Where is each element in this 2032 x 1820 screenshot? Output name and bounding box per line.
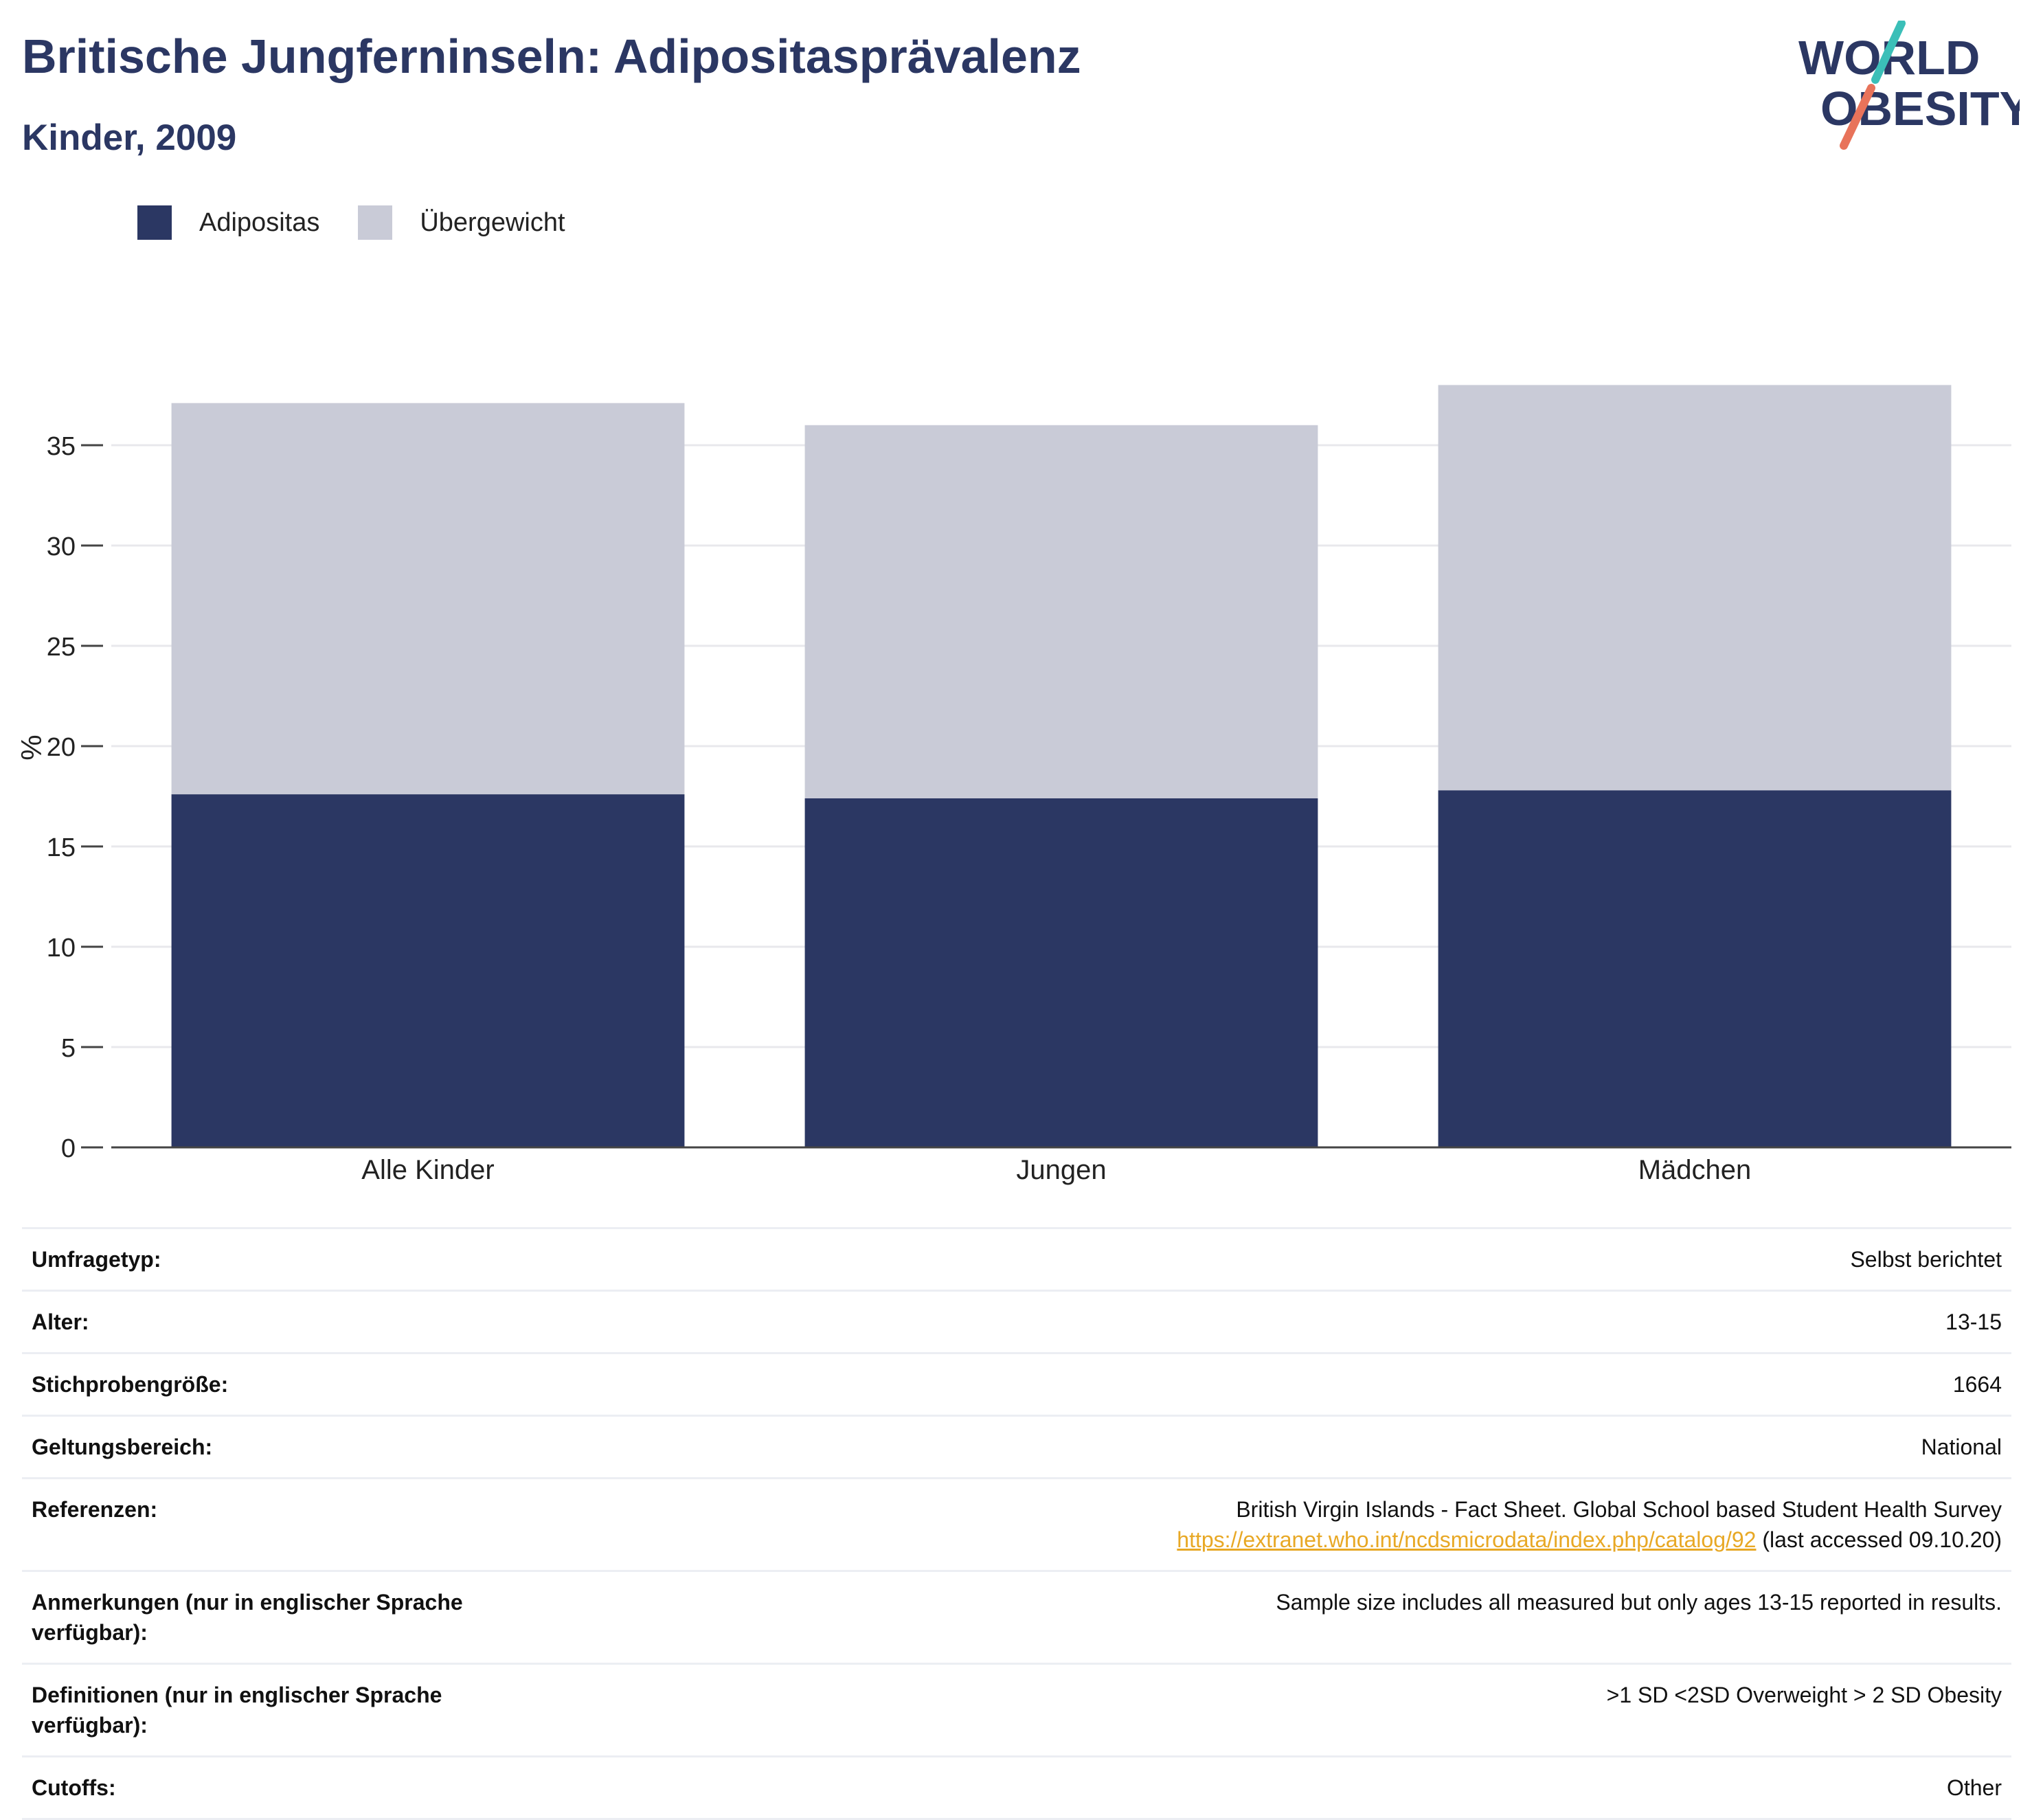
bar-obesity [171,794,685,1147]
reference-link[interactable]: https://extranet.who.int/ncdsmicrodata/i… [1177,1527,1757,1552]
y-axis-label: % [15,734,47,760]
y-tick-label: 35 [47,432,76,461]
meta-value: Selbst berichtet [1850,1247,2002,1272]
meta-row-sample-size: Stichprobengröße: 1664 [22,1354,2011,1417]
meta-value: 1664 [1952,1372,2002,1397]
meta-row-definitions: Definitionen (nur in englischer Sprache … [22,1665,2011,1757]
meta-row-notes: Anmerkungen (nur in englischer Sprache v… [22,1572,2011,1665]
meta-value: National [1921,1435,2002,1459]
legend-label-overweight: Übergewicht [420,207,565,237]
world-obesity-logo: WORLD OBESITY [1798,21,2020,150]
logo-slash-bottom [1840,84,1875,150]
meta-value: Sample size includes all measured but on… [1276,1590,2002,1615]
meta-value: 13-15 [1945,1310,2002,1334]
legend-item-obesity[interactable]: Adipositas [137,205,319,240]
page-title: Britische Jungferninseln: Adipositaspräv… [22,30,1081,83]
meta-row-age: Alter: 13-15 [22,1292,2011,1354]
y-tick-label: 10 [47,934,76,963]
legend-swatch-overweight [358,205,393,240]
chart-legend: Adipositas Übergewicht [137,203,604,242]
x-tick-label: Mädchen [1638,1155,1752,1185]
y-tick-label: 20 [47,733,76,762]
meta-label: Definitionen (nur in englischer Sprache … [32,1683,442,1738]
bar-overweight [171,403,685,795]
meta-row-cutoffs: Cutoffs: Other [22,1757,2011,1820]
meta-label: Umfragetyp: [32,1247,161,1272]
meta-row-references: Referenzen: British Virgin Islands - Fac… [22,1479,2011,1572]
meta-value: >1 SD <2SD Overweight > 2 SD Obesity [1606,1683,2002,1707]
meta-value-references: British Virgin Islands - Fact Sheet. Glo… [1177,1494,2002,1555]
meta-label: Anmerkungen (nur in englischer Sprache v… [32,1590,463,1645]
y-tick-label: 0 [61,1134,76,1163]
reference-link-line: https://extranet.who.int/ncdsmicrodata/i… [1177,1525,2002,1555]
meta-row-coverage: Geltungsbereich: National [22,1417,2011,1479]
bar-obesity [804,798,1318,1147]
y-tick-label: 30 [47,532,76,561]
legend-swatch-obesity [137,205,172,240]
bar-overweight [804,425,1318,798]
meta-label: Referenzen: [32,1497,158,1522]
survey-details-table: Umfragetyp: Selbst berichtet Alter: 13-1… [22,1227,2011,1820]
legend-label-obesity: Adipositas [199,207,320,237]
stacked-bar-chart: 0 5 10 15 20 25 30 35 Alle Kinder Jungen Mädchen% [15,385,2011,1185]
page-subtitle: Kinder, 2009 [22,117,237,158]
meta-label: Cutoffs: [32,1775,116,1800]
y-tick-label: 15 [47,833,76,862]
y-tick-label: 5 [61,1034,76,1063]
x-tick-label: Alle Kinder [361,1155,494,1185]
reference-text: British Virgin Islands - Fact Sheet. Glo… [1236,1497,2002,1522]
meta-row-survey-type: Umfragetyp: Selbst berichtet [22,1227,2011,1292]
meta-value: Other [1946,1775,2002,1800]
bar-overweight [1438,385,1952,791]
y-tick-label: 25 [47,633,76,662]
reference-accessed: (last accessed 09.10.20) [1756,1527,2002,1552]
logo-slash-top [1871,21,1906,84]
bar-obesity [1438,790,1952,1147]
meta-label: Geltungsbereich: [32,1435,213,1459]
legend-item-overweight[interactable]: Übergewicht [358,205,565,240]
meta-label: Stichprobengröße: [32,1372,229,1397]
meta-label: Alter: [32,1310,89,1334]
x-tick-label: Jungen [1016,1155,1106,1185]
